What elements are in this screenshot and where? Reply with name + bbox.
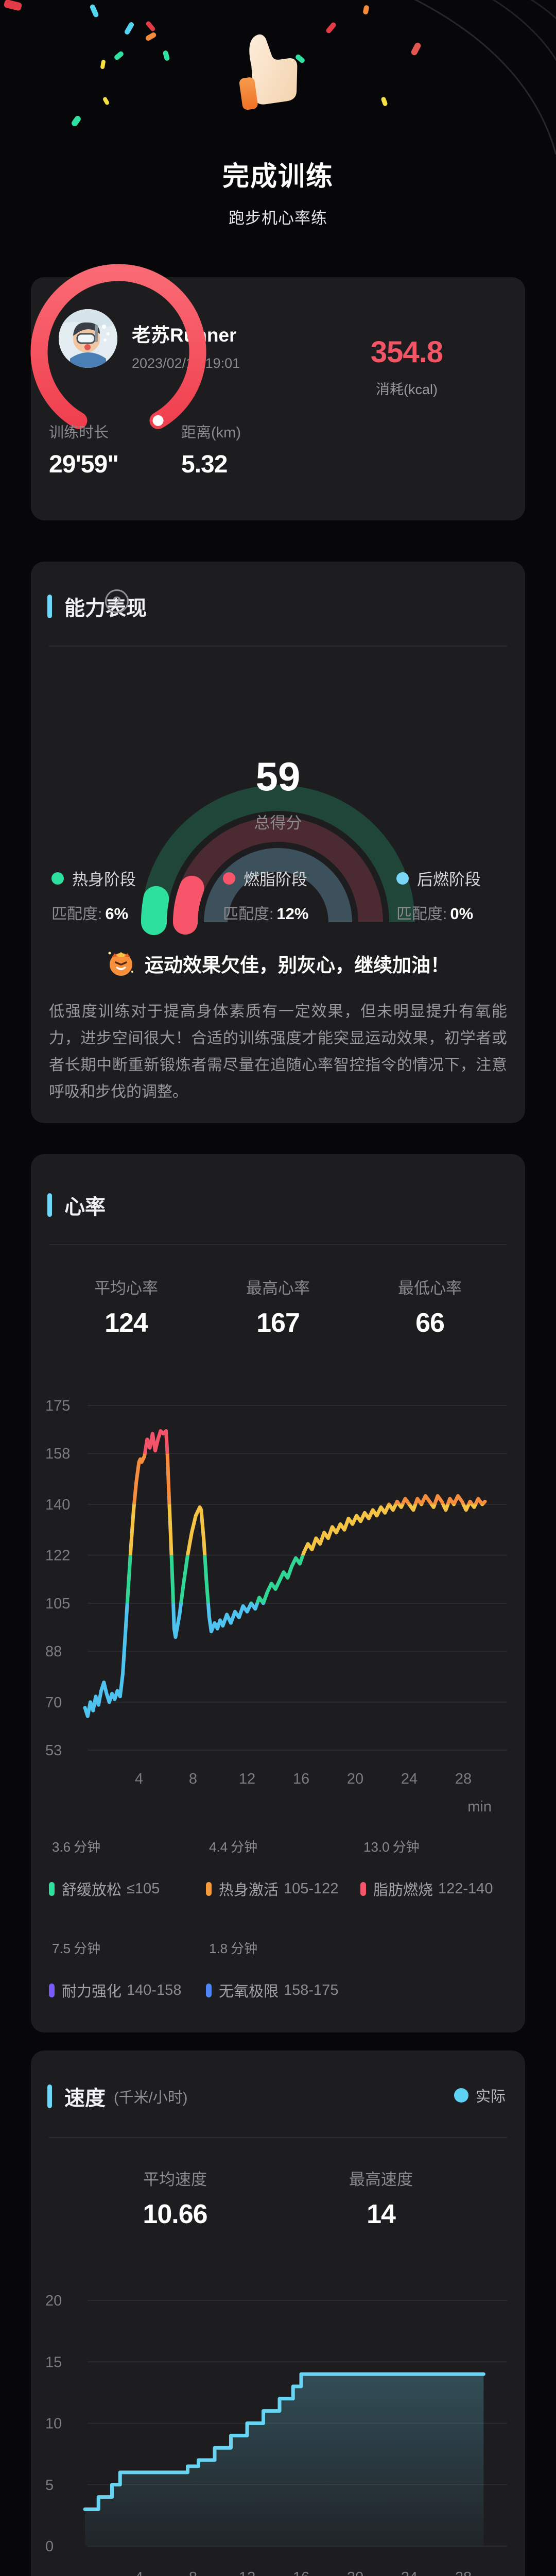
speed-title: 速度 bbox=[64, 2087, 106, 2110]
svg-text:16: 16 bbox=[293, 2569, 309, 2576]
accent-pill bbox=[47, 1193, 52, 1217]
zone-marker bbox=[49, 1983, 55, 1997]
stat-duration: 训练时长 29'59" bbox=[49, 425, 119, 478]
svg-text:min: min bbox=[467, 1799, 492, 1815]
heart-rate-title: 心率 bbox=[64, 1196, 106, 1218]
svg-text:105: 105 bbox=[45, 1596, 70, 1612]
divider bbox=[49, 2137, 507, 2138]
zone-warmup: 4.4 分钟 热身激活 105-122 bbox=[206, 1832, 338, 1900]
calories-value: 354.8 bbox=[370, 335, 443, 369]
thumbs-up-icon bbox=[239, 34, 298, 110]
zone-relax: 3.6 分钟 舒缓放松 ≤105 bbox=[49, 1832, 160, 1900]
divider bbox=[49, 1244, 507, 1245]
svg-text:8: 8 bbox=[189, 1771, 197, 1787]
zone-marker bbox=[206, 1983, 212, 1997]
speed-card: 速度 (千米/小时) 实际 平均速度 10.66 最高速度 14 20 15 10 5… bbox=[31, 2050, 525, 2576]
svg-text:140: 140 bbox=[45, 1497, 70, 1513]
stat-avg-hr: 平均心率 124 bbox=[94, 1279, 158, 1338]
svg-text:28: 28 bbox=[455, 1771, 472, 1787]
svg-text:20: 20 bbox=[347, 1771, 363, 1787]
zone-endurance: 7.5 分钟 耐力强化 140-158 bbox=[49, 1933, 181, 2001]
smirking-devil-emoji bbox=[108, 952, 133, 976]
avatar bbox=[59, 309, 117, 368]
accent-pill bbox=[47, 2084, 52, 2108]
speed-legend[interactable]: 实际 bbox=[454, 2084, 506, 2106]
svg-text:70: 70 bbox=[45, 1694, 62, 1711]
phase-color-dot bbox=[396, 872, 409, 885]
decorative-arcs bbox=[414, 0, 556, 155]
user-name: 老苏Runner bbox=[132, 325, 237, 346]
svg-text:4: 4 bbox=[135, 2569, 143, 2576]
speed-unit: (千米/小时) bbox=[114, 2090, 188, 2106]
legend-dot-icon bbox=[454, 2088, 468, 2103]
help-icon[interactable]: ? bbox=[105, 589, 129, 613]
stat-avg-speed: 平均速度 10.66 bbox=[143, 2171, 207, 2229]
accent-pill bbox=[47, 595, 52, 618]
svg-text:88: 88 bbox=[45, 1643, 62, 1660]
svg-text:10: 10 bbox=[45, 2416, 62, 2432]
svg-text:24: 24 bbox=[401, 2569, 418, 2576]
calorie-gauge bbox=[30, 264, 206, 429]
svg-text:0: 0 bbox=[45, 2538, 54, 2555]
zone-marker bbox=[49, 1882, 55, 1896]
workout-datetime: 2023/02/10 19:01 bbox=[132, 355, 240, 371]
page-title: 完成训练 bbox=[222, 162, 334, 192]
total-score-label: 总得分 bbox=[254, 814, 302, 832]
ability-card: 能力表现 ? 59 总得分 热身阶段 匹配度: 6% 燃脂阶段 匹配度: 12% 后… bbox=[31, 562, 525, 1123]
phase-color-dot bbox=[223, 872, 235, 885]
summary-card: 老苏Runner 2023/02/10 19:01 354.8 消耗(kcal)… bbox=[30, 264, 525, 520]
phase-afterburn: 后燃阶段 匹配度: 0% bbox=[396, 871, 481, 923]
zone-marker bbox=[360, 1882, 366, 1896]
svg-text:15: 15 bbox=[45, 2354, 62, 2370]
svg-text:12: 12 bbox=[239, 1771, 255, 1787]
svg-text:175: 175 bbox=[45, 1398, 70, 1414]
svg-text:28: 28 bbox=[455, 2569, 472, 2576]
workout-name: 跑步机心率练 bbox=[229, 209, 327, 227]
svg-text:20: 20 bbox=[347, 2569, 363, 2576]
zone-marker bbox=[206, 1882, 212, 1896]
svg-text:122: 122 bbox=[45, 1548, 70, 1564]
zone-anaerobic: 1.8 分钟 无氧极限 158-175 bbox=[206, 1933, 338, 2001]
svg-text:20: 20 bbox=[45, 2293, 62, 2309]
result-headline: 运动效果欠佳，别灰心，继续加油！ bbox=[31, 949, 525, 978]
phase-fatburn: 燃脂阶段 匹配度: 12% bbox=[223, 871, 309, 923]
svg-text:5: 5 bbox=[45, 2477, 54, 2494]
total-score: 59 bbox=[255, 754, 301, 799]
phase-warmup: 热身阶段 匹配度: 6% bbox=[51, 871, 136, 923]
svg-text:4: 4 bbox=[135, 1771, 143, 1787]
speed-chart: 20151050481216202428min bbox=[45, 2293, 507, 2576]
phase-color-dot bbox=[51, 872, 64, 885]
calories-label: 消耗(kcal) bbox=[376, 382, 438, 397]
zone-fatburn: 13.0 分钟 脂肪燃烧 122-140 bbox=[360, 1832, 493, 1900]
stat-max-speed: 最高速度 14 bbox=[349, 2171, 413, 2229]
svg-text:12: 12 bbox=[239, 2569, 255, 2576]
result-description: 低强度训练对于提高身体素质有一定效果，但未明显提升有氧能力，进步空间很大！合适的… bbox=[49, 1003, 507, 1100]
svg-text:158: 158 bbox=[45, 1446, 70, 1462]
heart-rate-chart: 175 158 140 122 105 88 70 53 4 8 12 16 20 24 28 min bbox=[45, 1398, 507, 1815]
stat-max-hr: 最高心率 167 bbox=[246, 1279, 310, 1338]
heart-rate-card: 心率 平均心率 124 最高心率 167 最低心率 66 175 158 140 12… bbox=[31, 1154, 525, 2032]
ability-arc-chart bbox=[141, 785, 415, 935]
svg-text:8: 8 bbox=[189, 2569, 197, 2576]
svg-text:53: 53 bbox=[45, 1742, 62, 1759]
svg-text:16: 16 bbox=[293, 1771, 309, 1787]
stat-distance: 距离(km) 5.32 bbox=[181, 425, 241, 478]
svg-text:24: 24 bbox=[401, 1771, 418, 1787]
stat-min-hr: 最低心率 66 bbox=[398, 1279, 462, 1338]
divider bbox=[49, 646, 507, 647]
